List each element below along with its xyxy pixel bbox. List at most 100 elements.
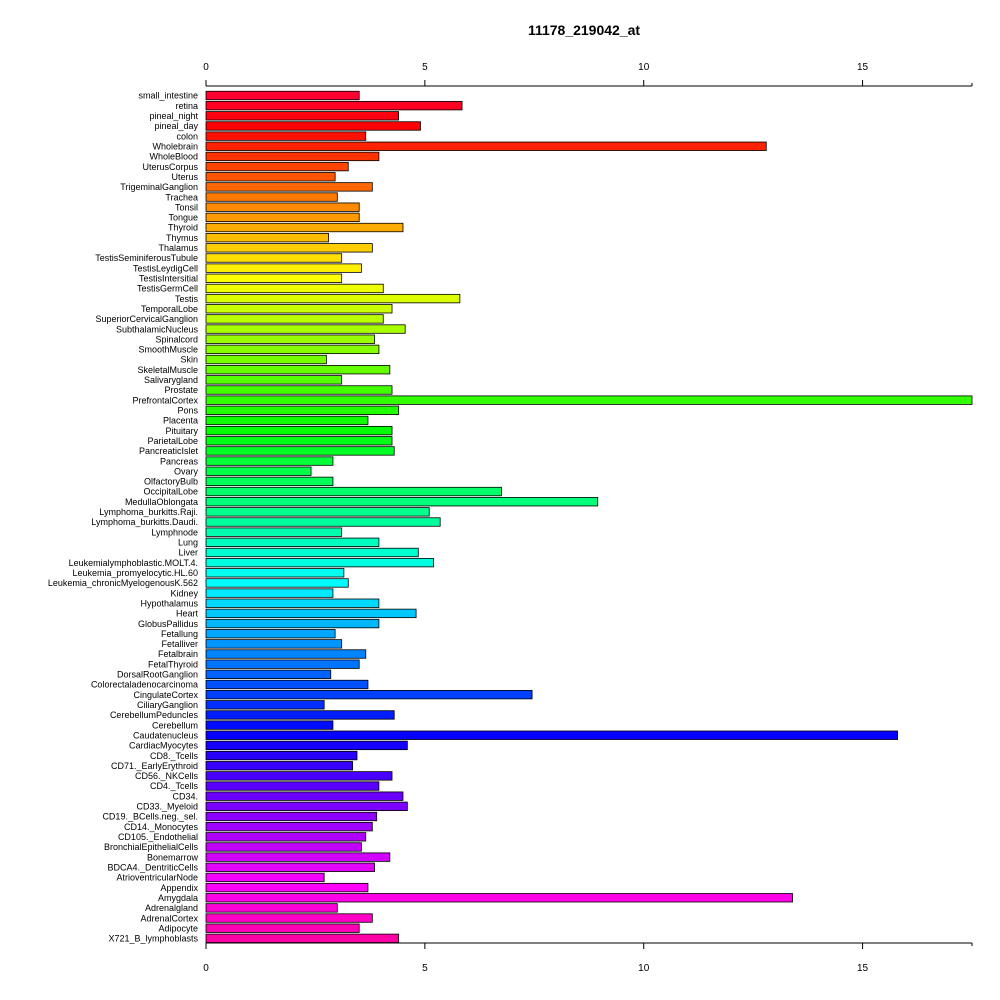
category-label: Pituitary [165, 426, 198, 436]
category-label: TestisGermCell [137, 284, 198, 294]
bar-Leukemia_promyelocytic.HL.60 [205, 568, 345, 578]
bar-SuperiorCervicalGanglion [205, 314, 384, 324]
category-label: MedullaOblongata [125, 497, 198, 507]
category-label: CD56._NKCells [135, 771, 199, 781]
bar-Lymphoma_burkitts.Daudi. [205, 517, 441, 527]
category-label: Salivarygland [144, 375, 198, 385]
bar-Ovary [205, 466, 312, 476]
bar-Thyroid [205, 222, 404, 233]
category-label: WholeBlood [149, 152, 198, 162]
category-label: Leukemialymphoblastic.MOLT.4. [69, 558, 198, 568]
bar-TestisSeminiferousTubule [205, 253, 343, 263]
bar-CD33._Myeloid [205, 801, 408, 811]
chart-title: 11178_219042_at [528, 22, 640, 38]
category-label: Colorectaladenocarcinoma [91, 680, 198, 690]
bar-CD19._BCells.neg._sel. [205, 811, 378, 822]
bar-UterusCorpus [205, 161, 349, 172]
bar-Fetallung [205, 629, 336, 639]
bar-CerebellumPeduncles [205, 710, 395, 720]
category-label: SmoothMuscle [138, 345, 198, 355]
category-label: UterusCorpus [142, 162, 198, 172]
bar-OccipitalLobe [205, 486, 502, 497]
bar-Trachea [205, 192, 338, 202]
bar-Amygdala [205, 893, 793, 903]
category-label: Appendix [160, 883, 198, 893]
bar-Fetalliver [205, 639, 343, 649]
category-label: Leukemia_promyelocytic.HL.60 [72, 568, 198, 578]
category-label: Lung [178, 538, 198, 548]
bar-Thalamus [205, 243, 373, 253]
bar-CiliaryGanglion [205, 700, 325, 710]
bar-Caudatenucleus [205, 730, 898, 740]
top-x-axis: 0 5 10 15 [203, 62, 973, 87]
category-label: CardiacMyocytes [129, 741, 199, 751]
category-label: Cerebellum [152, 720, 198, 730]
category-label: Placenta [163, 416, 198, 426]
bar-Prostate [205, 385, 393, 395]
category-label: Hypothalamus [140, 598, 198, 608]
bar-Kidney [205, 588, 334, 598]
category-label: Lymphnode [151, 527, 198, 537]
bar-Cerebellum [205, 720, 334, 730]
bar-CD56._NKCells [205, 771, 393, 781]
bar-Pancreas [205, 456, 334, 466]
category-label: ParietalLobe [147, 436, 198, 446]
category-label: CD14._Monocytes [124, 822, 199, 832]
bar-CD8._Tcells [205, 750, 358, 761]
category-labels: small_intestineretinapineal_nightpineal_… [48, 91, 199, 944]
bar-CardiacMyocytes [205, 740, 408, 751]
category-label: CingulateCortex [133, 690, 198, 700]
bar-Pituitary [205, 425, 393, 436]
bottom-tick-label: 15 [857, 963, 869, 974]
bar-Pons [205, 405, 399, 415]
category-label: CD34. [172, 791, 198, 801]
top-tick-label: 15 [857, 62, 869, 73]
category-label: Lymphoma_burkitts.Raji. [99, 507, 198, 517]
bar-Appendix [205, 882, 369, 893]
bar-GlobusPallidus [205, 618, 380, 629]
bar-Leukemia_chronicMyelogenousK.562 [205, 578, 349, 588]
bar-colon [205, 131, 367, 141]
category-label: BronchialEpithelialCells [104, 842, 199, 852]
bar-Colorectaladenocarcinoma [205, 679, 369, 690]
bar-Spinalcord [205, 334, 375, 344]
category-label: TemporalLobe [141, 304, 198, 314]
category-label: retina [175, 101, 198, 111]
category-label: TestisSeminiferousTubule [95, 253, 198, 263]
category-label: pineal_day [154, 121, 198, 131]
category-label: GlobusPallidus [138, 619, 199, 629]
category-label: CerebellumPeduncles [110, 710, 199, 720]
top-tick-label: 5 [422, 62, 428, 73]
bar-Salivarygland [205, 375, 343, 385]
category-label: Bonemarrow [147, 852, 199, 862]
category-label: OlfactoryBulb [144, 477, 198, 487]
category-label: BDCA4._DentriticCells [107, 862, 198, 872]
bar-TemporalLobe [205, 304, 393, 314]
bar-CD34. [205, 791, 404, 801]
bar-Adrenalgland [205, 903, 338, 913]
category-label: Fetallung [161, 629, 198, 639]
category-label: SuperiorCervicalGanglion [95, 314, 198, 324]
category-label: Amygdala [158, 893, 198, 903]
bar-Testis [205, 293, 461, 304]
category-label: Fetalliver [161, 639, 198, 649]
category-label: Liver [178, 548, 198, 558]
bar-Lymphoma_burkitts.Raji. [205, 507, 430, 517]
bar-TestisGermCell [205, 283, 384, 294]
bar-Tonsil [205, 202, 360, 212]
bar-Lung [205, 537, 380, 547]
category-label: TrigeminalGanglion [120, 182, 198, 192]
category-label: PancreaticIslet [139, 446, 199, 456]
category-label: Thalamus [158, 243, 198, 253]
bar-retina [205, 101, 463, 111]
bar-PancreaticIslet [205, 446, 395, 456]
bar-pineal_day [205, 121, 421, 131]
bar-MedullaOblongata [205, 497, 599, 507]
category-label: colon [176, 131, 198, 141]
bar-TestisLeydigCell [205, 263, 362, 273]
category-label: Caudatenucleus [133, 730, 199, 740]
category-label: DorsalRootGanglion [117, 670, 198, 680]
bottom-tick-label: 0 [203, 963, 209, 974]
bars-group [205, 90, 973, 944]
category-label: TestisLeydigCell [133, 263, 198, 273]
